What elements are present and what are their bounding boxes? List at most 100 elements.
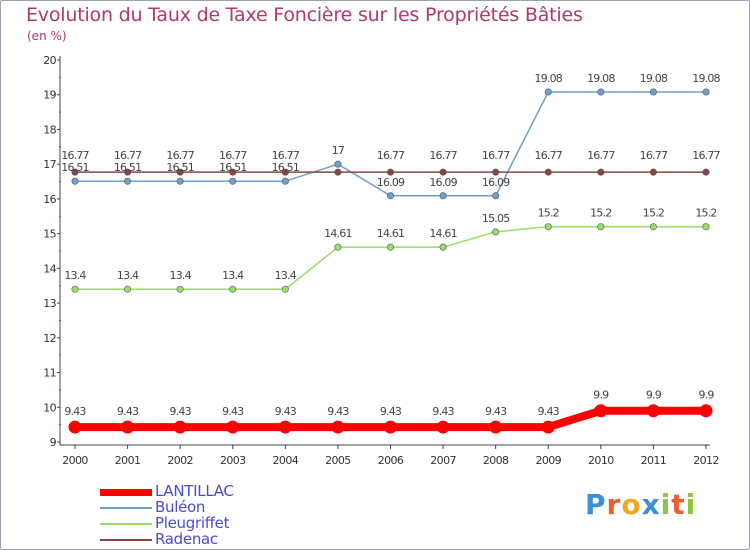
data-label: 16.77 [377, 149, 405, 162]
y-tick-label: 13 [43, 297, 56, 310]
data-point [489, 420, 503, 434]
data-label: 9.43 [538, 405, 560, 418]
data-label: 19.08 [640, 72, 668, 85]
legend-label: Radenac [155, 530, 218, 548]
data-label: 9.9 [698, 389, 714, 402]
y-tick-label: 18 [43, 123, 56, 136]
data-label: 16.51 [114, 161, 142, 174]
x-tick-label: 2001 [115, 454, 141, 467]
data-point [436, 420, 450, 434]
data-label: 16.77 [692, 149, 720, 162]
data-point [334, 243, 342, 251]
data-point [492, 228, 500, 236]
data-label: 14.61 [377, 227, 405, 240]
data-point [386, 168, 394, 176]
chart-title: Evolution du Taux de Taxe Foncière sur l… [26, 4, 583, 26]
data-label: 16.09 [429, 176, 457, 189]
data-point [541, 420, 555, 434]
data-label: 9.43 [117, 405, 139, 418]
data-point [386, 243, 394, 251]
legend-swatch [100, 507, 152, 509]
y-tick-label: 11 [43, 367, 56, 380]
data-point [124, 168, 132, 176]
data-label: 16.77 [429, 149, 457, 162]
data-label: 9.43 [222, 405, 244, 418]
data-label: 16.51 [61, 161, 89, 174]
legend-item-pleugriffet: Pleugriffet [100, 514, 300, 532]
data-point [71, 285, 79, 293]
data-point [121, 420, 135, 434]
data-label: 17 [332, 144, 345, 157]
logo-letter: r [606, 488, 622, 521]
data-point [68, 420, 82, 434]
data-point [492, 192, 500, 200]
data-point [124, 177, 132, 185]
data-point [597, 168, 605, 176]
logo-letter: i [685, 488, 697, 521]
data-point [544, 88, 552, 96]
data-label: 9.9 [646, 389, 662, 402]
data-point [331, 420, 345, 434]
data-label: 13.4 [170, 269, 192, 282]
data-point [702, 168, 710, 176]
data-point [646, 404, 660, 418]
data-label: 16.77 [640, 149, 668, 162]
data-label: 9.43 [170, 405, 192, 418]
data-label: 15.05 [482, 212, 510, 225]
data-label: 9.43 [327, 405, 349, 418]
legend-label: Buléon [155, 498, 206, 516]
data-point [229, 177, 237, 185]
legend-label: Pleugriffet [155, 514, 230, 532]
data-point [649, 168, 657, 176]
data-point [594, 404, 608, 418]
data-label: 16.09 [377, 176, 405, 189]
data-point [439, 192, 447, 200]
data-point [229, 168, 237, 176]
data-point [281, 285, 289, 293]
logo-letter: x [641, 488, 661, 521]
data-label: 13.4 [64, 269, 86, 282]
data-label: 16.77 [61, 149, 89, 162]
legend-swatch [100, 488, 152, 496]
y-tick-label: 20 [43, 54, 56, 67]
data-point [176, 177, 184, 185]
data-label: 15.2 [538, 207, 559, 220]
data-label: 13.4 [275, 269, 297, 282]
logo-letter: o [621, 488, 642, 521]
legend: LANTILLAC Buléon Pleugriffet Radenac [100, 482, 300, 548]
data-label: 16.51 [272, 161, 300, 174]
data-point [544, 223, 552, 231]
data-point [597, 88, 605, 96]
data-label: 15.2 [643, 207, 664, 220]
legend-swatch [100, 523, 152, 525]
data-point [71, 168, 79, 176]
data-point [699, 404, 713, 418]
data-point [386, 192, 394, 200]
data-point [281, 177, 289, 185]
x-tick-label: 2008 [483, 454, 509, 467]
x-tick-label: 2000 [62, 454, 88, 467]
data-point [176, 285, 184, 293]
data-point [439, 243, 447, 251]
logo-letter: i [660, 488, 672, 521]
y-tick-label: 16 [43, 193, 56, 206]
data-label: 16.77 [219, 149, 247, 162]
data-point [278, 420, 292, 434]
x-tick-label: 2002 [167, 454, 193, 467]
x-tick-label: 2012 [693, 454, 719, 467]
x-tick-label: 2005 [325, 454, 351, 467]
proxiti-logo: Proxiti [585, 488, 696, 521]
data-label: 16.51 [166, 161, 194, 174]
data-label: 9.43 [275, 405, 297, 418]
x-tick-label: 2010 [588, 454, 614, 467]
y-tick-label: 10 [43, 401, 56, 414]
data-label: 14.61 [429, 227, 457, 240]
data-label: 16.77 [482, 149, 510, 162]
data-label: 16.51 [219, 161, 247, 174]
data-label: 16.77 [272, 149, 300, 162]
data-point [334, 168, 342, 176]
y-tick-label: 9 [50, 436, 57, 449]
data-point [334, 160, 342, 168]
y-tick-label: 14 [43, 262, 56, 275]
